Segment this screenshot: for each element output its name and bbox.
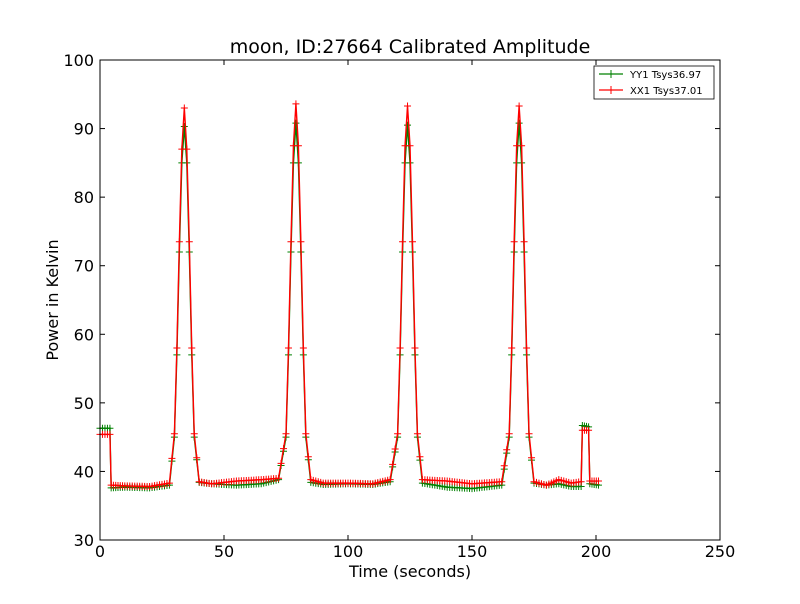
axis-ticks: 0 50 100 150 200 250 30 40 50 60 70 80 90 100 (63, 51, 735, 561)
data-point (528, 454, 536, 462)
y-tick-label: 50 (74, 394, 94, 413)
y-tick-label: 80 (74, 188, 94, 207)
y-axis-title: Power in Kelvin (43, 239, 62, 360)
series-2 (96, 100, 602, 491)
data-point (399, 238, 407, 246)
data-point (500, 462, 508, 470)
data-point (518, 142, 526, 150)
data-point (292, 119, 300, 127)
legend-label: XX1 Tsys37.01 (630, 86, 703, 97)
y-tick-label: 90 (74, 120, 94, 139)
data-point (503, 446, 511, 454)
x-tick-label: 150 (457, 542, 488, 561)
data-point (193, 454, 201, 462)
data-point (297, 238, 305, 246)
data-point (510, 238, 518, 246)
data-point (408, 238, 416, 246)
x-tick-label: 100 (333, 542, 364, 561)
data-point (585, 426, 593, 434)
data-point (389, 460, 397, 468)
data-point (396, 344, 404, 352)
data-point (505, 430, 513, 438)
legend-marker (607, 70, 615, 78)
y-tick-label: 60 (74, 325, 94, 344)
data-point (515, 119, 523, 127)
data-point (515, 102, 523, 110)
legend-entry: YY1 Tsys36.97 (599, 70, 701, 81)
data-point (280, 445, 288, 453)
chart-title: moon, ID:27664 Calibrated Amplitude (230, 36, 591, 58)
data-point (287, 238, 295, 246)
data-point (106, 430, 114, 438)
data-point (292, 100, 300, 108)
data-point (304, 453, 312, 461)
data-point (106, 424, 114, 432)
y-tick-label: 70 (74, 257, 94, 276)
data-point (411, 344, 419, 352)
data-point (386, 476, 394, 484)
data-point (394, 430, 402, 438)
legend: YY1 Tsys36.97 XX1 Tsys37.01 (593, 65, 715, 100)
data-point (275, 474, 283, 482)
data-point (282, 430, 290, 438)
data-point (302, 430, 310, 438)
x-tick-label: 0 (95, 542, 105, 561)
data-point (416, 453, 424, 461)
legend-marker (607, 86, 615, 94)
data-point (520, 238, 528, 246)
data-point (413, 430, 421, 438)
y-tick-label: 100 (63, 51, 94, 70)
data-point (498, 478, 506, 486)
plot-frame (99, 59, 721, 541)
x-tick-label: 250 (705, 542, 736, 561)
data-point (170, 430, 178, 438)
data-point (404, 121, 412, 129)
legend-entry: XX1 Tsys37.01 (599, 86, 703, 97)
data-point (173, 344, 181, 352)
data-point (594, 477, 602, 485)
data-point (168, 454, 176, 462)
legend-box (593, 65, 715, 100)
data-point (284, 344, 292, 352)
plot-area (96, 100, 602, 493)
x-axis-title: Time (seconds) (348, 562, 471, 581)
y-tick-label: 30 (74, 531, 94, 550)
data-point (404, 102, 412, 110)
data-point (188, 344, 196, 352)
data-point (165, 479, 173, 487)
data-point (299, 344, 307, 352)
series-line (100, 103, 599, 488)
data-point (294, 142, 302, 150)
data-point (185, 238, 193, 246)
data-point (577, 478, 585, 486)
data-point (183, 145, 191, 153)
data-point (175, 238, 183, 246)
data-point (180, 104, 188, 112)
data-point (277, 459, 285, 467)
data-point (180, 123, 188, 131)
x-tick-label: 50 (214, 542, 234, 561)
x-tick-label: 200 (581, 542, 612, 561)
data-point (391, 445, 399, 453)
data-point (190, 430, 198, 438)
legend-label: YY1 Tsys36.97 (629, 70, 701, 81)
data-point (508, 344, 516, 352)
data-point (406, 142, 414, 150)
data-point (523, 344, 531, 352)
y-tick-label: 40 (74, 462, 94, 481)
data-point (525, 430, 533, 438)
